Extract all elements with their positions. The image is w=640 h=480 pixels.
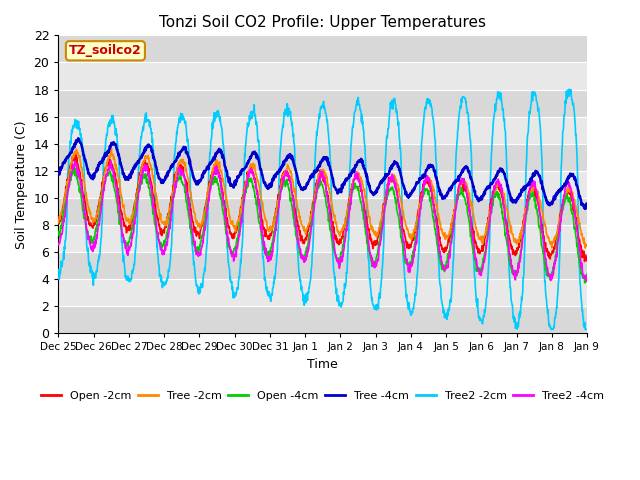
Bar — [58, 279, 587, 306]
Open -4cm — [474, 264, 482, 270]
Tree -4cm — [232, 182, 239, 188]
Tree -4cm — [521, 183, 529, 189]
Bar — [58, 144, 587, 171]
Line: Tree -4cm: Tree -4cm — [58, 138, 587, 209]
Bar — [58, 90, 587, 117]
Bar — [58, 36, 587, 62]
Tree2 -4cm — [405, 262, 413, 268]
Tree2 -2cm — [54, 268, 62, 274]
Open -4cm — [405, 262, 413, 268]
Open -4cm — [232, 244, 239, 250]
Tree2 -2cm — [404, 306, 412, 312]
Tree -2cm — [232, 229, 239, 235]
Open -2cm — [521, 211, 529, 217]
Bar — [58, 117, 587, 144]
Tree -2cm — [581, 245, 589, 251]
Tree -4cm — [74, 135, 82, 141]
Tree -2cm — [54, 220, 62, 226]
Tree2 -4cm — [159, 252, 167, 257]
Open -2cm — [474, 246, 482, 252]
X-axis label: Time: Time — [307, 358, 338, 371]
Tree -4cm — [581, 206, 589, 212]
Tree2 -2cm — [547, 326, 555, 332]
Tree -4cm — [405, 193, 413, 199]
Tree -4cm — [173, 157, 180, 163]
Tree2 -2cm — [172, 140, 180, 145]
Tree -4cm — [474, 196, 482, 202]
Bar — [58, 62, 587, 90]
Tree -2cm — [108, 145, 115, 151]
Open -2cm — [405, 244, 413, 250]
Tree -2cm — [474, 230, 482, 236]
Open -4cm — [581, 280, 589, 286]
Tree -4cm — [583, 202, 591, 208]
Tree2 -2cm — [583, 326, 591, 332]
Tree2 -4cm — [474, 266, 482, 272]
Tree2 -4cm — [583, 277, 591, 283]
Tree2 -4cm — [583, 278, 591, 284]
Line: Tree2 -2cm: Tree2 -2cm — [58, 89, 587, 329]
Open -2cm — [232, 230, 239, 236]
Tree2 -4cm — [173, 179, 180, 184]
Open -2cm — [583, 256, 591, 262]
Line: Open -4cm: Open -4cm — [58, 168, 587, 283]
Open -2cm — [580, 259, 588, 264]
Open -4cm — [70, 166, 78, 171]
Line: Tree2 -4cm: Tree2 -4cm — [58, 161, 587, 281]
Bar — [58, 171, 587, 198]
Tree -2cm — [583, 243, 591, 249]
Tree2 -2cm — [474, 296, 481, 302]
Bar — [58, 306, 587, 334]
Tree2 -4cm — [521, 222, 529, 228]
Tree2 -2cm — [566, 86, 573, 92]
Tree2 -2cm — [159, 279, 167, 285]
Text: TZ_soilco2: TZ_soilco2 — [69, 44, 142, 57]
Open -4cm — [583, 271, 591, 277]
Tree -2cm — [521, 216, 529, 222]
Bar — [58, 198, 587, 225]
Y-axis label: Soil Temperature (C): Soil Temperature (C) — [15, 120, 28, 249]
Tree2 -2cm — [231, 290, 239, 296]
Title: Tonzi Soil CO2 Profile: Upper Temperatures: Tonzi Soil CO2 Profile: Upper Temperatur… — [159, 15, 486, 30]
Open -2cm — [159, 228, 167, 233]
Open -4cm — [159, 241, 167, 247]
Open -2cm — [173, 169, 180, 175]
Tree2 -4cm — [107, 158, 115, 164]
Line: Open -2cm: Open -2cm — [58, 155, 587, 262]
Tree -2cm — [173, 170, 180, 176]
Tree -4cm — [54, 171, 62, 177]
Open -4cm — [521, 223, 529, 228]
Open -2cm — [72, 152, 79, 157]
Open -4cm — [173, 181, 180, 187]
Tree2 -4cm — [54, 242, 62, 248]
Open -2cm — [54, 217, 62, 223]
Tree -4cm — [159, 179, 167, 185]
Line: Tree -2cm: Tree -2cm — [58, 148, 587, 248]
Bar — [58, 225, 587, 252]
Tree -2cm — [159, 220, 167, 226]
Legend: Open -2cm, Tree -2cm, Open -4cm, Tree -4cm, Tree2 -2cm, Tree2 -4cm: Open -2cm, Tree -2cm, Open -4cm, Tree -4… — [36, 387, 609, 406]
Open -4cm — [54, 228, 62, 234]
Tree2 -4cm — [232, 252, 239, 258]
Tree -2cm — [405, 231, 413, 237]
Bar — [58, 252, 587, 279]
Tree2 -2cm — [520, 261, 528, 267]
